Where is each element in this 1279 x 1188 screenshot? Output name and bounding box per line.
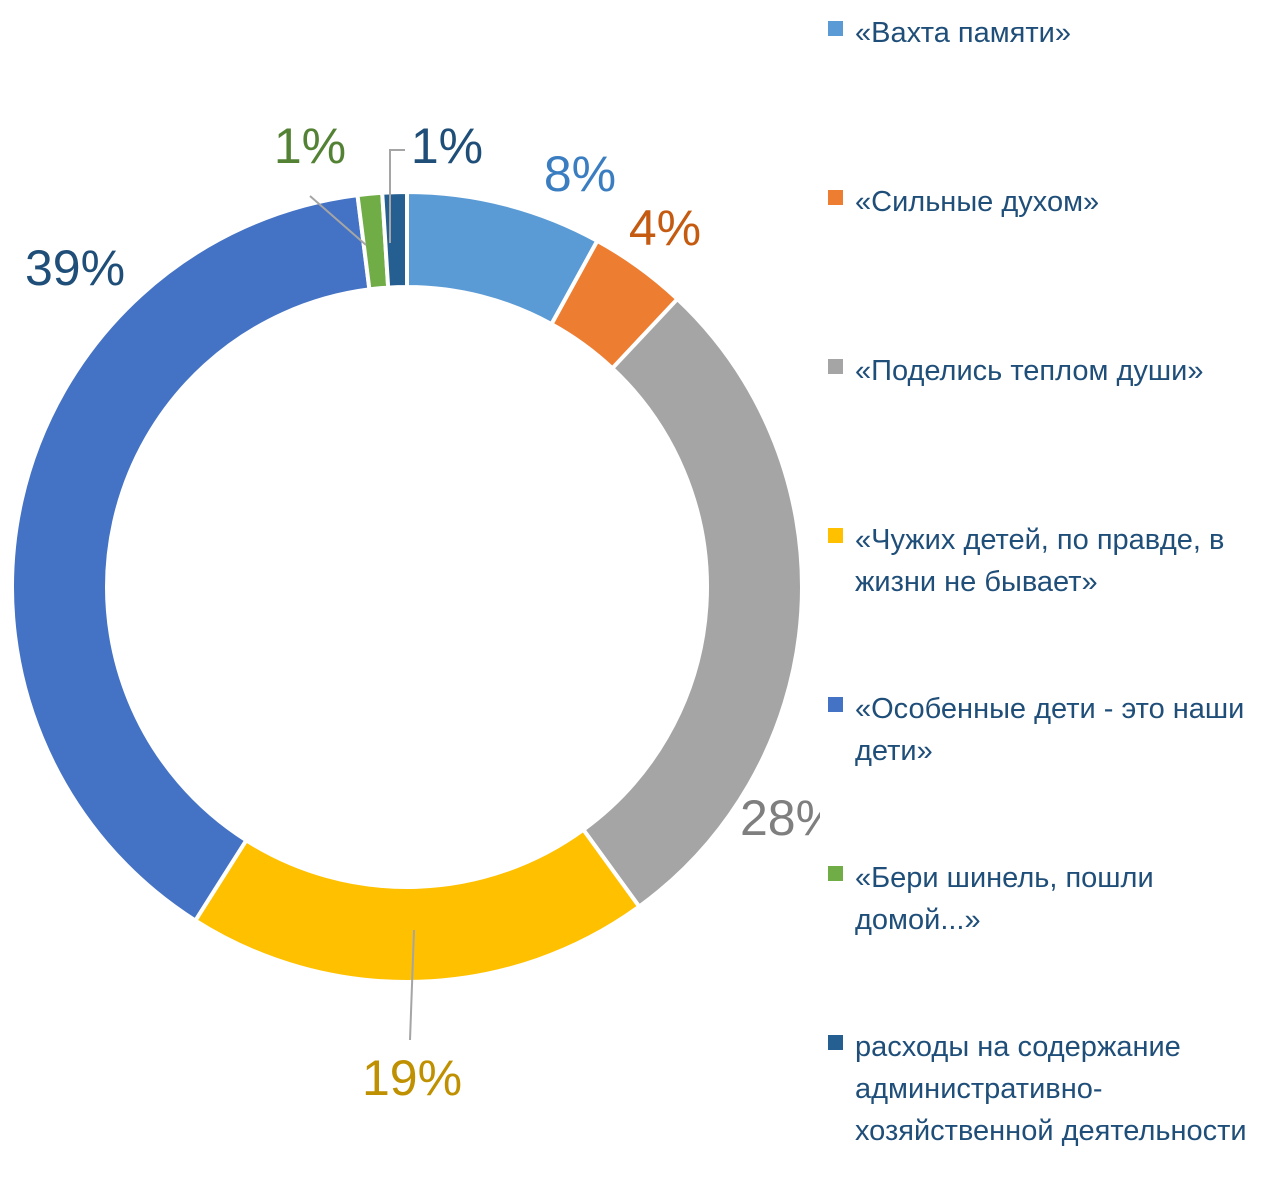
- legend-label: «Поделись теплом души»: [855, 355, 1204, 387]
- leader-line: [409, 929, 415, 1041]
- legend-swatch: [828, 1035, 843, 1050]
- data-label: 19%: [362, 1050, 462, 1106]
- leader-line: [309, 195, 367, 246]
- donut-slice: [10, 192, 372, 924]
- legend-label: расходы на содержание административно-хо…: [855, 1031, 1247, 1147]
- legend-label: «Бери шинель, пошли домой...»: [855, 862, 1154, 936]
- legend-label: «Вахта памяти»: [855, 17, 1071, 49]
- donut-slice: [192, 826, 642, 984]
- legend-swatch: [828, 21, 843, 36]
- legend-label: «Сильные духом»: [855, 186, 1100, 218]
- data-label: 1%: [411, 118, 483, 174]
- legend-entry: «Особенные дети - это наши дети»: [828, 688, 1268, 772]
- legend-swatch: [828, 866, 843, 881]
- legend-swatch: [828, 359, 843, 374]
- donut-slice: [580, 296, 804, 910]
- donut-area: 8%4% 28% 19% 39% 1% 1%: [10, 118, 820, 1106]
- legend-swatch: [828, 697, 843, 712]
- legend-entry: «Поделись теплом души»: [828, 350, 1268, 392]
- legend-swatch: [828, 190, 843, 205]
- donut-slice: [380, 189, 409, 290]
- legend-entry: «Сильные духом»: [828, 181, 1268, 223]
- data-label: 39%: [25, 240, 125, 296]
- legend-entry: «Бери шинель, пошли домой...»: [828, 857, 1268, 941]
- legend-label: «Особенные дети - это наши дети»: [855, 693, 1245, 767]
- data-label: 8%: [544, 146, 616, 202]
- legend-swatch: [828, 528, 843, 543]
- legend-entry: расходы на содержание административно-хо…: [828, 1026, 1268, 1152]
- data-label: 4%: [629, 200, 701, 256]
- data-label: 1%: [274, 118, 346, 174]
- legend-entry: «Вахта памяти»: [828, 12, 1268, 54]
- legend-label: «Чужих детей, по правде, в жизни не быва…: [855, 524, 1225, 598]
- leader-line: [389, 149, 405, 243]
- data-label: 28%: [740, 790, 820, 846]
- legend-entry: «Чужих детей, по правде, в жизни не быва…: [828, 519, 1268, 603]
